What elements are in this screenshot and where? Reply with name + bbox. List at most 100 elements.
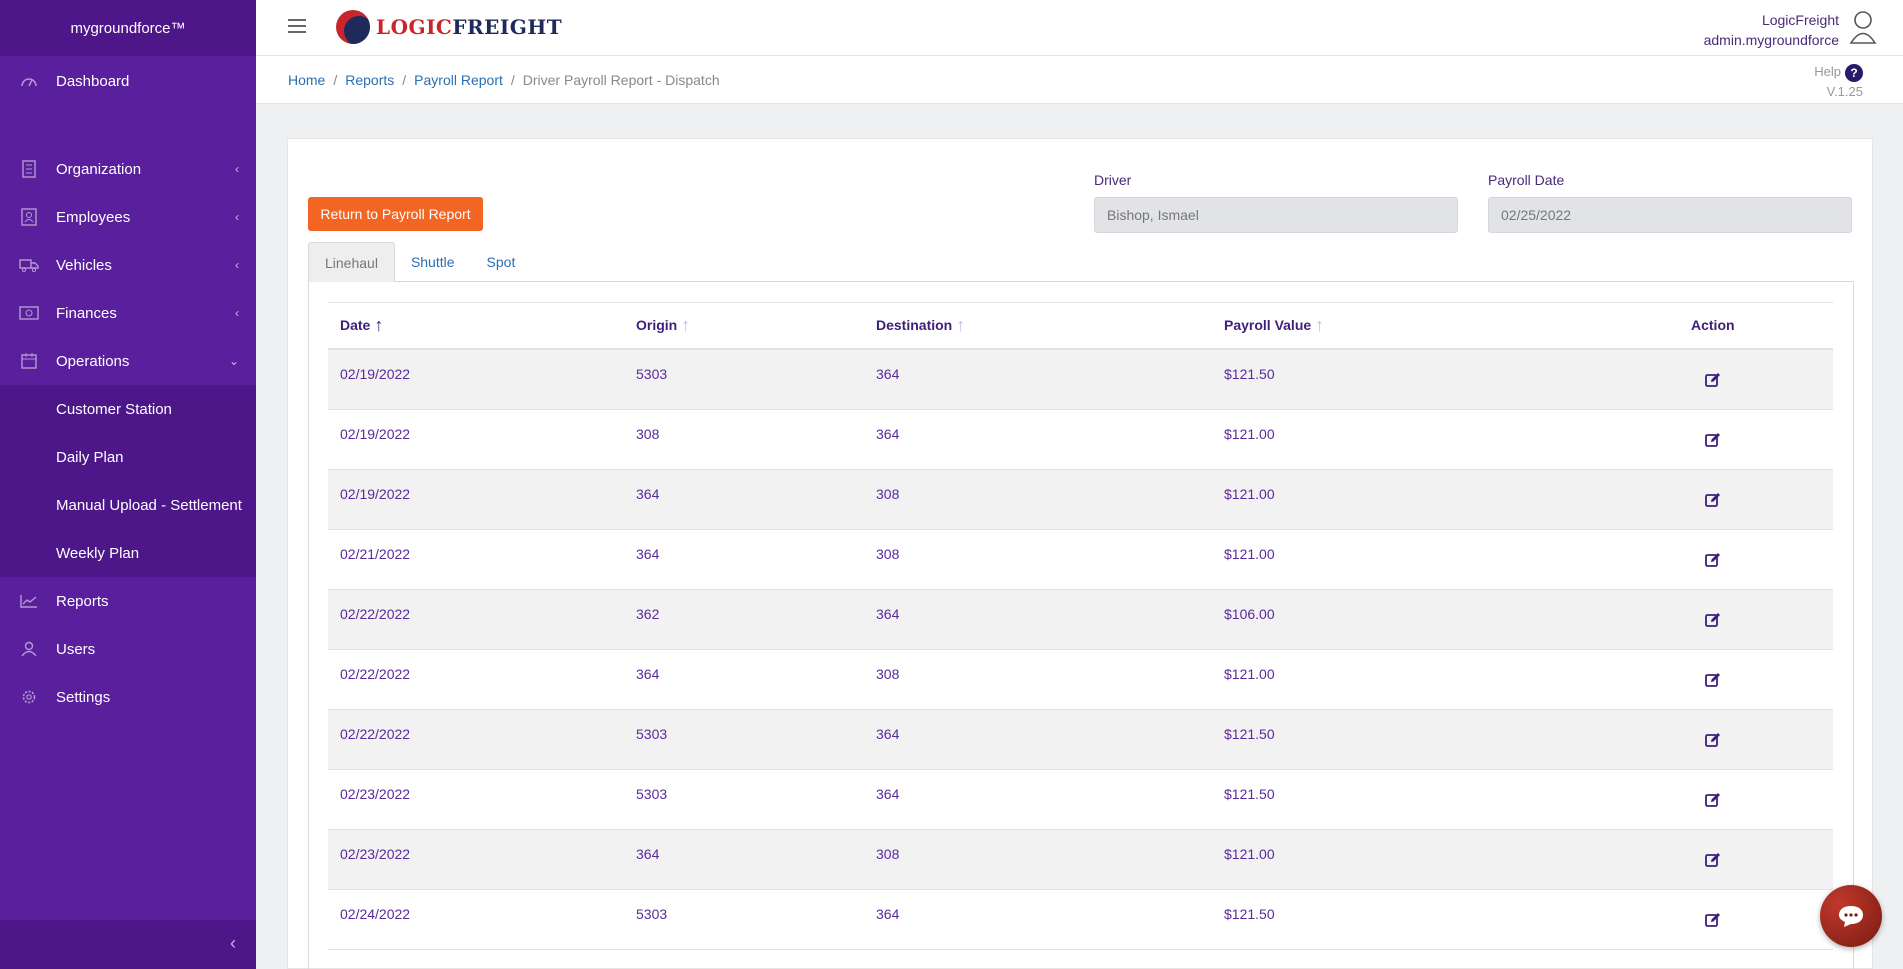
edit-icon[interactable] — [1705, 552, 1721, 568]
sort-up-icon[interactable]: ↑ — [956, 315, 966, 335]
tab-linehaul[interactable]: Linehaul — [308, 242, 395, 282]
cell-destination: 364 — [876, 606, 900, 622]
payroll-table: Date ↑ Origin ↑ Destination ↑ Payroll Value… — [328, 302, 1833, 950]
cell-value: $121.00 — [1224, 546, 1275, 562]
cell-value: $121.50 — [1224, 366, 1275, 382]
cell-value: $121.00 — [1224, 486, 1275, 502]
tab-spot[interactable]: Spot — [486, 254, 516, 270]
breadcrumb-payroll-report[interactable]: Payroll Report — [414, 72, 503, 88]
breadcrumb-reports[interactable]: Reports — [345, 72, 395, 88]
dashboard-icon — [19, 71, 39, 91]
chart-line-icon — [19, 591, 39, 611]
breadcrumb-bar: Home / Reports / Payroll Report / Driver Payro… — [256, 56, 1903, 104]
sidebar-item-finances[interactable]: Finances ‹ — [0, 289, 256, 337]
cell-destination: 308 — [876, 546, 900, 562]
sidebar-collapse[interactable]: ‹ — [0, 920, 256, 969]
table-row: 02/22/2022 5303 364 $121.50 — [328, 710, 1833, 770]
cell-origin: 364 — [636, 666, 660, 682]
cell-origin: 5303 — [636, 786, 668, 802]
company-name: LogicFreight — [1761, 12, 1839, 28]
payroll-date-field[interactable] — [1488, 197, 1852, 233]
edit-icon[interactable] — [1705, 432, 1721, 448]
sort-up-icon[interactable]: ↑ — [1315, 315, 1325, 335]
tab-shuttle[interactable]: Shuttle — [410, 254, 455, 270]
sidebar-item-organization[interactable]: Organization ‹ — [0, 145, 256, 193]
chevron-left-icon: ‹ — [235, 306, 239, 320]
operations-submenu: Customer Station Daily Plan Manual Uploa… — [0, 385, 256, 577]
sidebar-item-label: Dashboard — [56, 72, 130, 90]
sort-up-icon[interactable]: ↑ — [374, 315, 384, 335]
cell-date: 02/19/2022 — [340, 366, 411, 382]
version-label: V.1.25 — [1826, 84, 1863, 99]
tab-panel — [308, 281, 1854, 969]
sidebar-item-vehicles[interactable]: Vehicles ‹ — [0, 241, 256, 289]
sidebar-item-reports[interactable]: Reports — [0, 577, 256, 625]
user-info[interactable]: LogicFreight admin.mygroundforce — [1704, 10, 1839, 50]
cell-date: 02/24/2022 — [340, 906, 411, 922]
sidebar-item-dashboard[interactable]: Dashboard — [0, 57, 256, 105]
edit-icon[interactable] — [1705, 852, 1721, 868]
cell-date: 02/23/2022 — [340, 786, 411, 802]
tabs: Linehaul Shuttle Spot — [308, 242, 531, 282]
help-question-icon[interactable]: ? — [1845, 63, 1863, 82]
submenu-item-weekly-plan[interactable]: Weekly Plan — [56, 544, 140, 562]
hamburger-menu-icon[interactable] — [288, 19, 306, 33]
sidebar-item-settings[interactable]: Settings — [0, 673, 256, 721]
column-destination[interactable]: Destination ↑ — [876, 315, 966, 335]
chevron-left-icon: ‹ — [235, 258, 239, 272]
cell-value: $121.50 — [1224, 726, 1275, 742]
sort-up-icon[interactable]: ↑ — [681, 315, 691, 335]
sidebar-brand[interactable]: mygroundforce™ — [0, 0, 256, 56]
submenu-item-daily-plan[interactable]: Daily Plan — [56, 448, 124, 466]
sidebar-item-operations[interactable]: Operations ⌄ — [0, 337, 256, 385]
gear-icon — [19, 687, 39, 707]
edit-icon[interactable] — [1705, 672, 1721, 688]
breadcrumb-home[interactable]: Home — [288, 72, 326, 88]
edit-icon[interactable] — [1705, 492, 1721, 508]
cell-date: 02/22/2022 — [340, 666, 411, 682]
cell-destination: 308 — [876, 486, 900, 502]
sidebar-item-employees[interactable]: Employees ‹ — [0, 193, 256, 241]
table-row: 02/22/2022 362 364 $106.00 — [328, 590, 1833, 650]
cell-value: $106.00 — [1224, 606, 1275, 622]
logo-text-logic: LOGIC — [376, 15, 453, 39]
payroll-date-label: Payroll Date — [1488, 172, 1565, 188]
edit-icon[interactable] — [1705, 912, 1721, 928]
cell-origin: 5303 — [636, 366, 668, 382]
cell-destination: 308 — [876, 666, 900, 682]
column-payroll-value[interactable]: Payroll Value ↑ — [1224, 315, 1325, 335]
cell-value: $121.00 — [1224, 666, 1275, 682]
submenu-item-manual-upload[interactable]: Manual Upload - Settlement — [56, 496, 242, 514]
cell-date: 02/19/2022 — [340, 426, 411, 442]
cell-value: $121.50 — [1224, 906, 1275, 922]
table-row: 02/23/2022 5303 364 $121.50 — [328, 770, 1833, 830]
username: admin.mygroundforce — [1703, 32, 1839, 48]
building-icon — [19, 159, 39, 179]
chevron-left-icon: ‹ — [235, 210, 239, 224]
edit-icon[interactable] — [1705, 372, 1721, 388]
sidebar-item-users[interactable]: Users — [0, 625, 256, 673]
chevron-left-icon[interactable]: ‹ — [230, 933, 236, 953]
edit-icon[interactable] — [1705, 792, 1721, 808]
edit-icon[interactable] — [1705, 612, 1721, 628]
company-logo[interactable]: LOGICFREIGHT — [336, 10, 562, 44]
cell-value: $121.00 — [1224, 426, 1275, 442]
chat-button[interactable] — [1820, 885, 1882, 947]
help-link[interactable]: Help — [1814, 64, 1841, 79]
cell-origin: 364 — [636, 546, 660, 562]
cell-value: $121.50 — [1224, 786, 1275, 802]
submenu-item-customer-station[interactable]: Customer Station — [56, 400, 172, 418]
column-date[interactable]: Date ↑ — [340, 315, 384, 335]
driver-field[interactable] — [1094, 197, 1458, 233]
chevron-left-icon: ‹ — [235, 162, 239, 176]
edit-icon[interactable] — [1705, 732, 1721, 748]
column-origin[interactable]: Origin ↑ — [636, 315, 691, 335]
cell-destination: 364 — [876, 906, 900, 922]
return-to-payroll-button[interactable]: Return to Payroll Report — [308, 197, 483, 231]
user-avatar-icon[interactable] — [1849, 10, 1877, 44]
breadcrumb-current: Driver Payroll Report - Dispatch — [522, 72, 720, 88]
sidebar-item-label: Finances — [56, 304, 117, 322]
table-row: 02/23/2022 364 308 $121.00 — [328, 830, 1833, 890]
cell-date: 02/22/2022 — [340, 726, 411, 742]
sidebar-item-label: Settings — [56, 688, 111, 706]
